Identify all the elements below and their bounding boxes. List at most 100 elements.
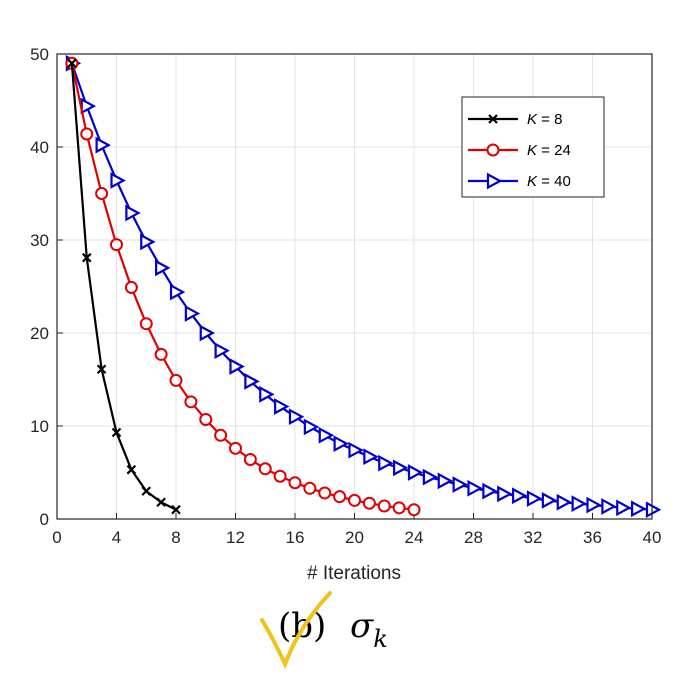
data-point-marker [486, 172, 503, 190]
x-tick-label: 0 [52, 528, 61, 547]
data-point-marker [377, 499, 391, 513]
plot-frame [56, 53, 653, 520]
caption: (b) σk [260, 591, 388, 670]
data-point-marker [110, 238, 123, 252]
x-axis-label: # Iterations [307, 563, 401, 584]
x-tick-label: 28 [464, 528, 483, 547]
x-tick-label: 8 [171, 528, 180, 547]
x-tick-label: 16 [286, 528, 305, 547]
legend-label: K = 40 [527, 173, 571, 190]
x-tick-label: 20 [345, 528, 364, 547]
data-point-marker [288, 476, 302, 490]
data-point-marker [199, 412, 213, 426]
data-point-marker [154, 347, 168, 361]
data-point-marker [259, 386, 275, 403]
legend: K = 8 K = 24 K = 40 [461, 96, 605, 198]
data-point-marker [214, 428, 228, 442]
data-point-marker [437, 472, 454, 490]
x-tick-label: 4 [112, 528, 121, 547]
data-point-marker [467, 479, 483, 497]
data-point-marker [214, 342, 230, 360]
data-point-marker [169, 373, 183, 387]
data-point-marker [393, 459, 409, 477]
data-point-marker [169, 283, 186, 301]
data-point-marker [348, 493, 361, 507]
data-point-marker [124, 280, 138, 294]
x-tick-label: 12 [226, 528, 245, 547]
data-point-marker [586, 496, 602, 514]
series-layer [65, 54, 662, 519]
data-point-marker [378, 454, 394, 472]
data-point-marker [318, 426, 335, 444]
data-point-marker [110, 172, 126, 189]
x-tick-label: 24 [405, 528, 424, 547]
data-point-marker [392, 501, 406, 515]
x-tick-label: 36 [583, 528, 602, 547]
data-point-marker [140, 233, 156, 251]
data-point-marker [126, 464, 137, 475]
data-point-marker [155, 259, 171, 277]
series-line [70, 63, 415, 511]
data-point-marker [67, 58, 77, 69]
data-point-marker [488, 114, 498, 124]
data-point-marker [141, 486, 152, 496]
x-tick-label: 32 [524, 528, 543, 547]
data-point-marker [244, 373, 260, 390]
data-point-marker [645, 501, 662, 519]
data-point-marker [95, 187, 109, 200]
data-point-marker [274, 398, 290, 415]
data-point-marker [171, 504, 181, 515]
data-point-marker [111, 427, 122, 438]
legend-label: K = 8 [527, 111, 562, 128]
data-point-marker [243, 452, 257, 466]
y-tick-label: 0 [40, 510, 49, 529]
data-point-marker [95, 136, 111, 154]
data-point-marker [184, 395, 198, 409]
series-k8 [67, 58, 181, 515]
data-point-marker [362, 496, 376, 510]
y-tick-label: 30 [30, 231, 49, 250]
data-point-marker [541, 492, 558, 509]
data-point-marker [318, 486, 332, 500]
data-point-marker [422, 468, 439, 486]
x-tick-label: 40 [643, 528, 662, 547]
data-point-marker [303, 418, 320, 436]
data-point-marker [80, 127, 94, 141]
caption-symbol: σk [350, 606, 388, 653]
data-point-marker [452, 476, 468, 493]
series-k24 [65, 56, 421, 517]
data-point-marker [303, 481, 317, 495]
y-tick-label: 20 [30, 324, 49, 343]
data-point-marker [229, 358, 245, 375]
y-tick-label: 10 [30, 417, 49, 436]
data-point-marker [526, 490, 543, 507]
data-point-marker [363, 448, 379, 466]
data-point-marker [348, 441, 364, 459]
data-point-marker [125, 204, 141, 222]
data-point-marker [407, 503, 421, 517]
data-point-marker [96, 364, 107, 375]
data-point-marker [482, 482, 498, 500]
data-point-marker [333, 490, 347, 504]
data-point-marker [229, 441, 242, 455]
data-point-marker [184, 305, 201, 322]
data-point-marker [288, 408, 305, 426]
data-point-marker [407, 464, 424, 481]
data-point-marker [139, 317, 153, 331]
data-point-marker [333, 435, 349, 453]
data-point-marker [273, 469, 287, 483]
data-point-marker [497, 485, 513, 503]
legend-item: K = 24 [468, 142, 571, 159]
data-point-marker [556, 493, 573, 511]
checkmark-icon [260, 591, 332, 670]
data-point-marker [631, 500, 647, 518]
legend-item: K = 8 [468, 111, 562, 128]
y-tick-label: 50 [30, 45, 49, 64]
legend-item: K = 40 [468, 172, 571, 190]
tick-labels: 0 4 8 12 16 20 24 28 32 36 40 0 10 20 30 40 50 [30, 45, 661, 547]
legend-label: K = 24 [527, 142, 571, 159]
data-point-marker [601, 498, 617, 515]
data-point-marker [156, 497, 166, 508]
data-point-marker [486, 143, 500, 157]
